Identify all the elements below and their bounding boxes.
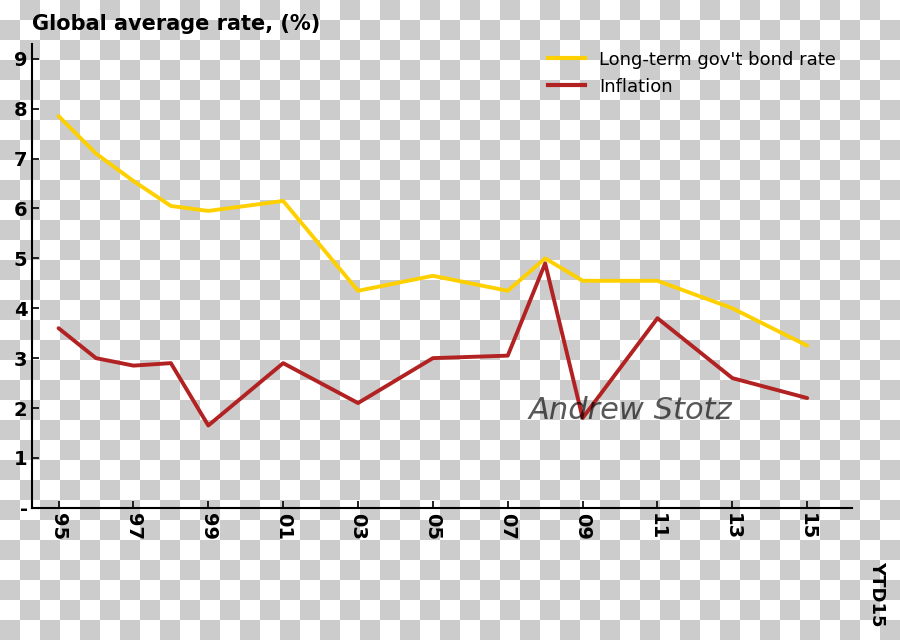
- Legend: Long-term gov't bond rate, Inflation: Long-term gov't bond rate, Inflation: [541, 44, 843, 103]
- Text: Global average rate, (%): Global average rate, (%): [32, 14, 320, 34]
- Text: YTD15: YTD15: [868, 561, 886, 626]
- Text: Andrew Stotz: Andrew Stotz: [529, 396, 733, 425]
